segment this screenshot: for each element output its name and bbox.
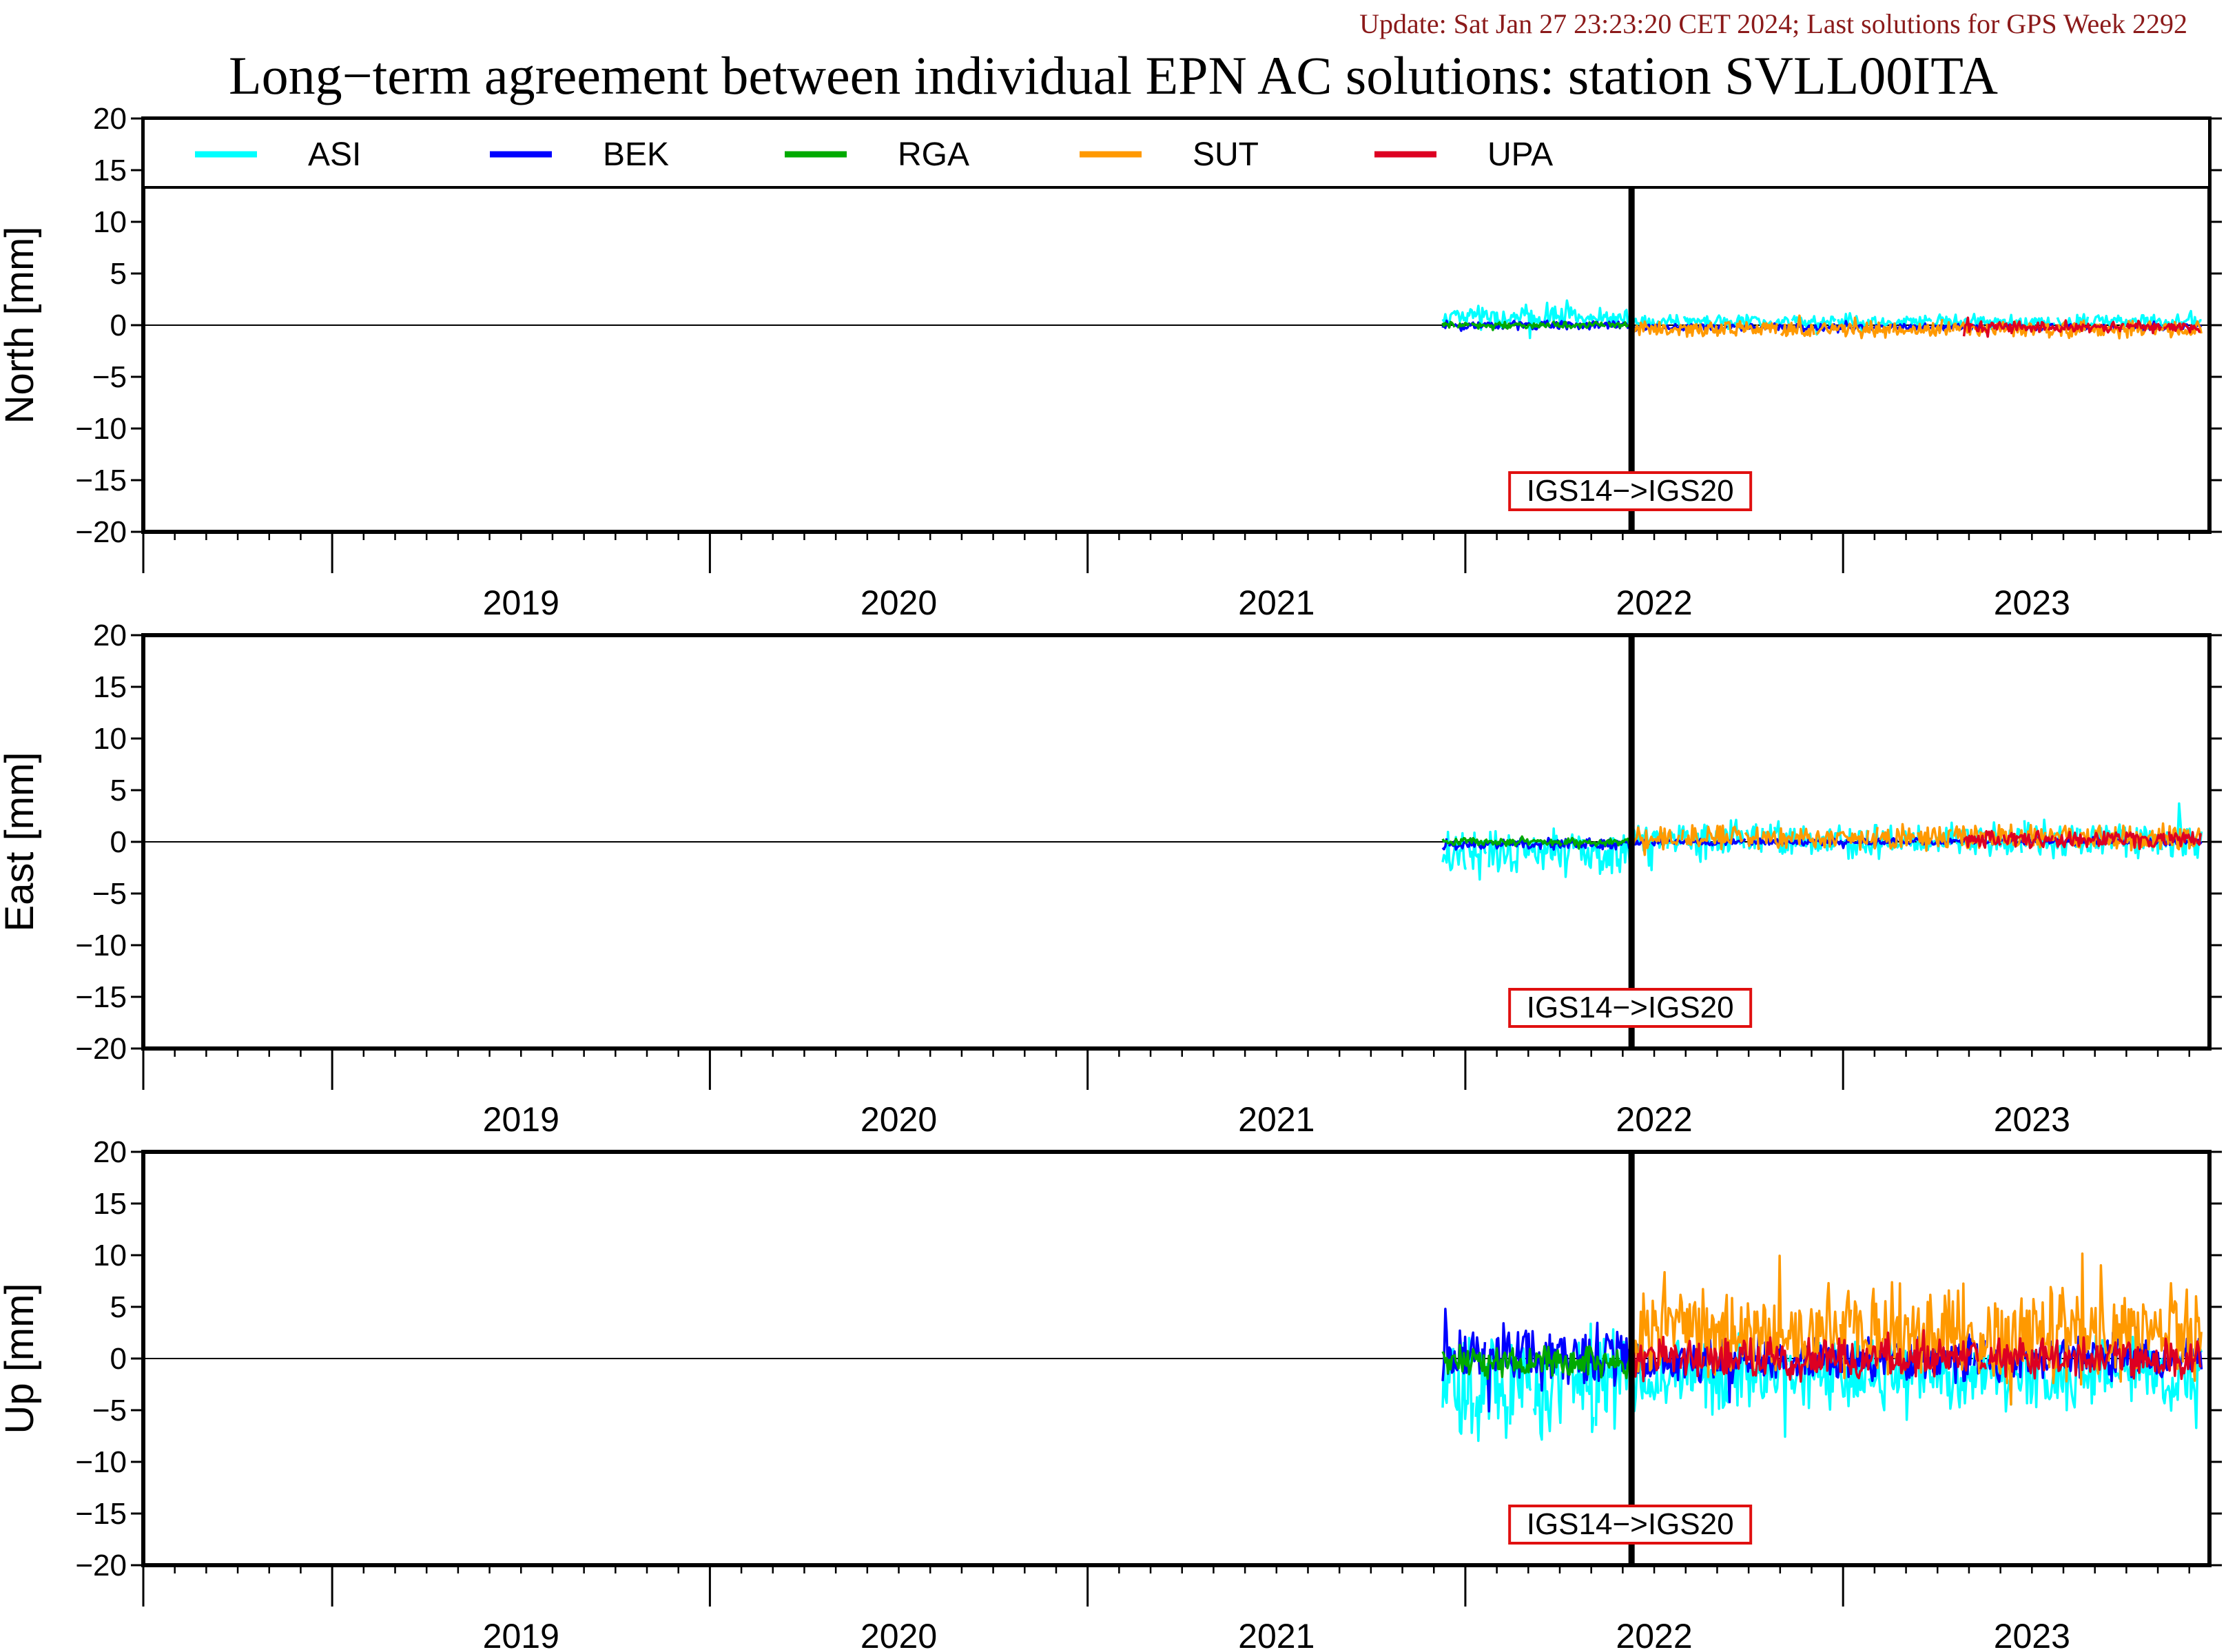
legend-label-asi: ASI bbox=[308, 136, 361, 173]
frame-change-label: IGS14−>IGS20 bbox=[1527, 991, 1734, 1024]
y-tick-label: −5 bbox=[92, 877, 127, 911]
series-line-upa bbox=[1962, 316, 2201, 338]
panel-north: IGS14−>IGS20 20 15 10 5 0 −5 −10 −15 −20 North [mm… bbox=[0, 102, 2222, 622]
series-group bbox=[1441, 1252, 2203, 1443]
figure-title: Long−term agreement between individual E… bbox=[229, 45, 1998, 105]
x-year-label: 2023 bbox=[1994, 1100, 2070, 1139]
y-tick-label: 10 bbox=[93, 1239, 127, 1272]
x-year-label: 2023 bbox=[1994, 1617, 2070, 1652]
x-year-label: 2023 bbox=[1994, 584, 2070, 622]
y-tick-label: −20 bbox=[75, 515, 127, 549]
legend-box bbox=[142, 117, 2211, 189]
y-tick-label: 10 bbox=[93, 722, 127, 756]
y-axis-label: East [mm] bbox=[0, 752, 42, 931]
x-year-label: 2022 bbox=[1616, 584, 1692, 622]
update-timestamp: Update: Sat Jan 27 23:23:20 CET 2024; La… bbox=[1359, 8, 2187, 39]
series-group bbox=[1441, 802, 2203, 881]
frame-change-label: IGS14−>IGS20 bbox=[1527, 1507, 1734, 1541]
y-tick-label: 15 bbox=[93, 154, 127, 187]
x-year-label: 2019 bbox=[483, 584, 559, 622]
panel-up: IGS14−>IGS20 20 15 10 5 0 −5 −10 −15 −20 Up [mm] 20… bbox=[0, 1135, 2222, 1652]
y-tick-label: 5 bbox=[110, 257, 127, 291]
y-tick-label: 5 bbox=[110, 1290, 127, 1324]
y-tick-label: 0 bbox=[110, 1342, 127, 1376]
panels-group: IGS14−>IGS20 20 15 10 5 0 −5 −10 −15 −20 North [mm… bbox=[0, 102, 2222, 1652]
x-year-label: 2022 bbox=[1616, 1617, 1692, 1652]
legend-label-sut: SUT bbox=[1193, 136, 1259, 173]
y-tick-label: 15 bbox=[93, 670, 127, 704]
y-axis-label: North [mm] bbox=[0, 227, 42, 424]
y-tick-label: 10 bbox=[93, 205, 127, 239]
y-tick-label: −15 bbox=[75, 980, 127, 1014]
y-axis-label: Up [mm] bbox=[0, 1283, 42, 1434]
y-tick-label: 15 bbox=[93, 1187, 127, 1221]
series-line-rga bbox=[1441, 1343, 1632, 1380]
panel-east: IGS14−>IGS20 20 15 10 5 0 −5 −10 −15 −20 East [mm]… bbox=[0, 619, 2222, 1139]
y-tick-label: −20 bbox=[75, 1549, 127, 1582]
series-line-upa bbox=[1963, 829, 2202, 850]
y-tick-label: 20 bbox=[93, 1135, 127, 1169]
series-line-rga bbox=[1441, 835, 1632, 850]
y-tick-label: 20 bbox=[93, 619, 127, 652]
y-tick-label: 5 bbox=[110, 774, 127, 807]
frame-change-label-box bbox=[1508, 1505, 1753, 1545]
y-tick-label: −5 bbox=[92, 360, 127, 394]
x-year-label: 2021 bbox=[1238, 1617, 1315, 1652]
x-year-label: 2021 bbox=[1238, 584, 1315, 622]
series-line-sut bbox=[1630, 1252, 2203, 1406]
x-year-label: 2022 bbox=[1616, 1100, 1692, 1139]
frame-change-label-box bbox=[1508, 471, 1753, 511]
y-tick-label: 0 bbox=[110, 309, 127, 342]
series-group bbox=[1441, 299, 2203, 340]
series-line-asi bbox=[1441, 299, 2202, 340]
legend: ASI BEK RGA SUT UPA bbox=[142, 117, 2211, 189]
y-tick-label: −15 bbox=[75, 464, 127, 497]
x-year-label: 2021 bbox=[1238, 1100, 1315, 1139]
series-line-upa bbox=[1630, 1329, 2202, 1383]
y-tick-label: −10 bbox=[75, 1445, 127, 1479]
y-tick-label: −5 bbox=[92, 1394, 127, 1427]
x-year-label: 2020 bbox=[860, 1617, 937, 1652]
frame-change-label: IGS14−>IGS20 bbox=[1527, 474, 1734, 508]
frame-change-label-box bbox=[1508, 988, 1753, 1028]
y-tick-label: 20 bbox=[93, 102, 127, 136]
y-tick-label: −10 bbox=[75, 412, 127, 446]
y-tick-label: 0 bbox=[110, 825, 127, 859]
y-tick-label: −10 bbox=[75, 929, 127, 962]
legend-label-rga: RGA bbox=[898, 136, 969, 173]
y-tick-label: −20 bbox=[75, 1032, 127, 1066]
x-year-label: 2019 bbox=[483, 1100, 559, 1139]
x-year-label: 2020 bbox=[860, 1100, 937, 1139]
series-line-rga bbox=[1441, 320, 1631, 331]
x-year-label: 2020 bbox=[860, 584, 937, 622]
x-year-label: 2019 bbox=[483, 1617, 559, 1652]
legend-label-upa: UPA bbox=[1487, 136, 1553, 173]
y-tick-label: −15 bbox=[75, 1497, 127, 1531]
legend-label-bek: BEK bbox=[603, 136, 669, 173]
series-line-sut bbox=[1630, 822, 2203, 856]
